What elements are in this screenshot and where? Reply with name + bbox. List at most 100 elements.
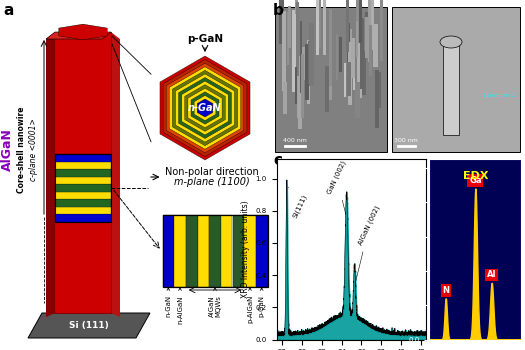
Bar: [356, 21, 358, 56]
Text: AlGaN: AlGaN: [1, 128, 14, 172]
Bar: [282, 11, 287, 91]
Bar: [365, 17, 369, 58]
Text: 300 nm: 300 nm: [394, 138, 418, 143]
Bar: [306, 44, 309, 100]
Text: p-GaN: p-GaN: [259, 288, 265, 317]
Bar: [346, 0, 349, 52]
Bar: [297, 64, 300, 118]
Polygon shape: [111, 32, 120, 317]
Text: p-GaN: p-GaN: [187, 34, 223, 44]
Bar: [186, 215, 197, 287]
Polygon shape: [72, 28, 94, 36]
Polygon shape: [175, 74, 235, 142]
Polygon shape: [55, 184, 111, 192]
Text: 400 nm: 400 nm: [283, 138, 307, 143]
Polygon shape: [55, 207, 111, 215]
Text: Al: Al: [487, 271, 497, 279]
Bar: [369, 25, 372, 76]
Polygon shape: [163, 60, 247, 156]
Polygon shape: [188, 88, 222, 128]
Bar: [292, 14, 296, 92]
Bar: [298, 60, 302, 130]
Bar: [300, 21, 302, 93]
Text: n-GaN: n-GaN: [188, 103, 222, 113]
Bar: [360, 0, 362, 43]
Polygon shape: [70, 28, 96, 36]
Bar: [295, 0, 298, 47]
Bar: [287, 12, 289, 65]
Bar: [329, 63, 332, 100]
Text: Si (111): Si (111): [69, 321, 109, 330]
Bar: [353, 46, 355, 90]
Bar: [326, 66, 329, 112]
Bar: [335, 34, 338, 80]
Bar: [348, 29, 352, 88]
Bar: [355, 82, 360, 118]
Polygon shape: [169, 67, 241, 149]
Bar: [339, 37, 342, 71]
Bar: [301, 54, 303, 118]
Bar: [368, 0, 371, 62]
Polygon shape: [55, 215, 111, 222]
Bar: [275, 7, 387, 152]
Polygon shape: [55, 192, 111, 199]
Text: GaN (002): GaN (002): [326, 159, 347, 215]
Polygon shape: [60, 25, 106, 39]
Polygon shape: [55, 169, 111, 177]
Text: Non-polar direction: Non-polar direction: [165, 167, 259, 177]
Y-axis label: XRD Intensity (arb. units): XRD Intensity (arb. units): [241, 201, 250, 298]
Bar: [316, 0, 321, 47]
Polygon shape: [55, 199, 111, 207]
Polygon shape: [76, 29, 91, 34]
Bar: [293, 15, 296, 67]
Bar: [323, 0, 326, 55]
Bar: [163, 215, 268, 287]
Text: Core-shell nanowire: Core-shell nanowire: [17, 107, 26, 193]
Text: Ga: Ga: [469, 176, 481, 185]
Bar: [381, 0, 383, 62]
Text: n-GaN: n-GaN: [165, 288, 171, 317]
Bar: [301, 47, 306, 80]
Bar: [197, 215, 209, 287]
Polygon shape: [182, 81, 228, 135]
Polygon shape: [55, 162, 111, 169]
Bar: [371, 0, 374, 50]
Bar: [344, 63, 346, 97]
Polygon shape: [66, 26, 101, 38]
Text: b: b: [273, 3, 284, 18]
Polygon shape: [55, 32, 111, 313]
Bar: [358, 20, 362, 98]
Bar: [288, 6, 290, 48]
Bar: [375, 70, 379, 128]
Ellipse shape: [440, 36, 462, 48]
Polygon shape: [28, 313, 150, 338]
Bar: [347, 62, 351, 96]
Polygon shape: [166, 63, 244, 153]
Polygon shape: [160, 56, 250, 160]
Bar: [308, 41, 313, 84]
Bar: [317, 0, 319, 55]
Polygon shape: [178, 77, 232, 139]
Bar: [298, 56, 300, 88]
Polygon shape: [79, 30, 87, 33]
Bar: [351, 38, 355, 78]
Bar: [295, 67, 297, 104]
Polygon shape: [62, 25, 104, 39]
Polygon shape: [69, 27, 97, 37]
Bar: [256, 215, 268, 287]
Bar: [443, 45, 459, 135]
Bar: [364, 12, 368, 49]
Text: N: N: [442, 286, 449, 295]
Text: EDX: EDX: [463, 171, 488, 181]
Text: Spectrum 1: Spectrum 1: [483, 92, 515, 98]
Bar: [163, 215, 174, 287]
Bar: [376, 72, 381, 108]
Bar: [362, 19, 364, 88]
Bar: [373, 24, 378, 67]
Bar: [174, 215, 186, 287]
Bar: [279, 0, 284, 44]
Bar: [309, 23, 314, 86]
Polygon shape: [194, 96, 216, 121]
Text: AlGaN (002): AlGaN (002): [355, 205, 382, 284]
Bar: [296, 2, 299, 76]
